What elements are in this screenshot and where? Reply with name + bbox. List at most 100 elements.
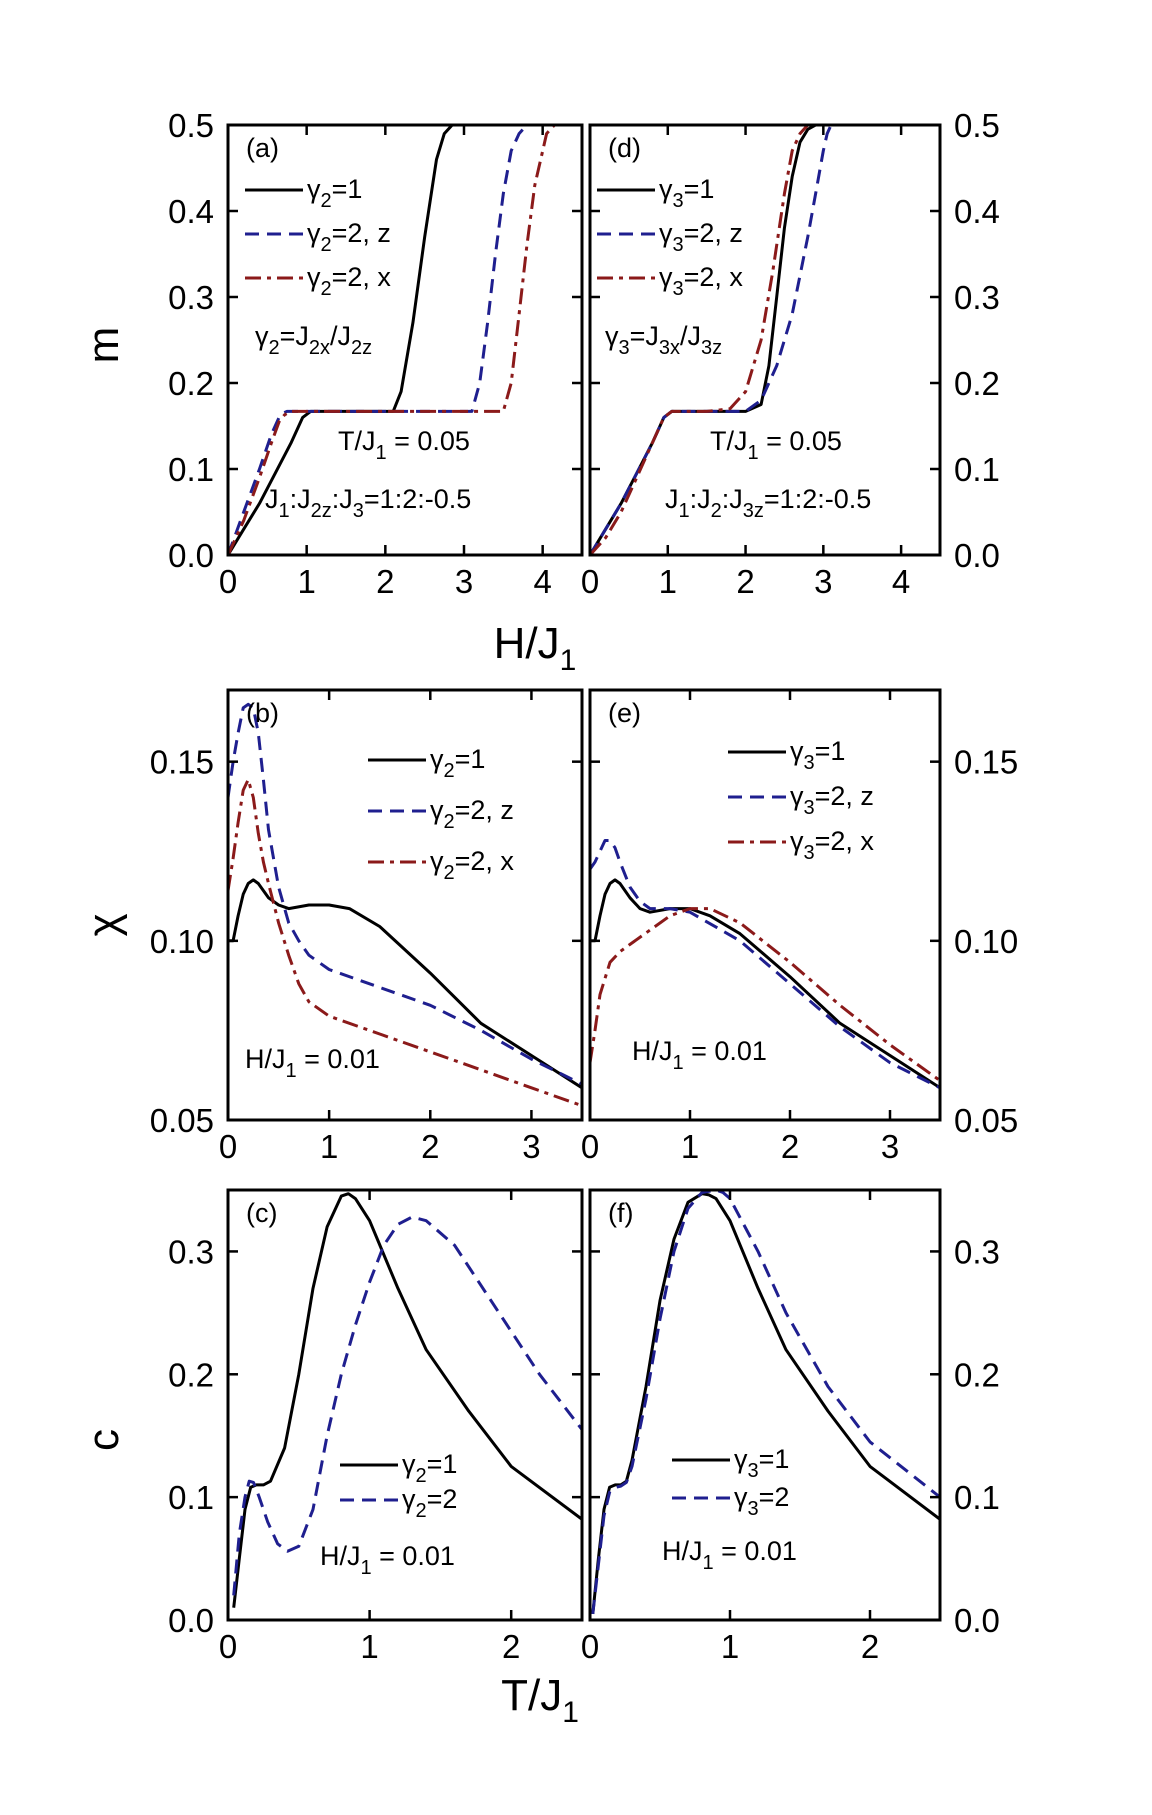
y-tick-label-d-5: 0.5 <box>954 107 1000 144</box>
annotation-ratio-d: J1:J2:J3z=1:2:-0.5 <box>665 484 871 522</box>
x-tick-label-f-1: 1 <box>721 1628 739 1665</box>
y-tick-label-c-0: 0.0 <box>168 1602 214 1639</box>
y-tick-label-f-3: 0.3 <box>954 1233 1000 1270</box>
y-tick-label-f-2: 0.2 <box>954 1356 1000 1393</box>
legend-label-a-3: γ2=2, x <box>307 262 391 300</box>
series-line-a-3 <box>228 123 582 555</box>
y-tick-label-d-4: 0.4 <box>954 193 1000 230</box>
x-tick-label-d-1: 1 <box>659 563 677 600</box>
legend-label-f-2: γ3=2 <box>734 1482 789 1520</box>
annotation-temperature-d: T/J1 = 0.05 <box>710 426 842 464</box>
y-tick-label-d-2: 0.2 <box>954 365 1000 402</box>
series-line-b-3 <box>228 778 582 1108</box>
x-tick-label-a-0: 0 <box>219 563 237 600</box>
annotation-field-c: H/J1 = 0.01 <box>320 1541 455 1579</box>
annotation-ratio-a: J1:J2z:J3=1:2:-0.5 <box>265 484 471 522</box>
x-tick-label-a-3: 3 <box>455 563 473 600</box>
plot-frame-c <box>226 1188 584 1622</box>
y-tick-label-c-3: 0.3 <box>168 1233 214 1270</box>
panel-label-c: (c) <box>246 1198 277 1228</box>
x-tick-label-d-3: 3 <box>814 563 832 600</box>
panel-c: 0 1 2 0.0 0.1 0.2 0.3 (c) γ2=1γ2=2 H/J1 = 0.01 <box>168 1188 584 1665</box>
x-tick-label-b-2: 2 <box>421 1128 439 1165</box>
panel-d: 0 1 2 3 4 0.0 0.1 0.2 0.3 0.4 0.5 (d) γ3=1 γ3=2, z γ3=… <box>581 107 1000 600</box>
x-tick-label-e-0: 0 <box>581 1128 599 1165</box>
legend-label-e-3: γ3=2, x <box>790 826 874 864</box>
x-tick-label-d-0: 0 <box>581 563 599 600</box>
y-tick-label-a-2: 0.2 <box>168 365 214 402</box>
legend-label-c-2: γ2=2 <box>402 1484 457 1522</box>
y-tick-label-a-1: 0.1 <box>168 451 214 488</box>
panel-label-e: (e) <box>608 698 641 728</box>
series-line-e-3 <box>590 907 940 1082</box>
series-line-e-2 <box>590 839 940 1090</box>
x-tick-label-b-3: 3 <box>522 1128 540 1165</box>
series-line-c-1 <box>232 1192 582 1608</box>
plot-frame-f <box>588 1188 942 1622</box>
legend-label-e-1: γ3=1 <box>790 736 845 774</box>
x-axis-title-temperature: T/J1 <box>501 1671 579 1729</box>
x-tick-label-e-1: 1 <box>681 1128 699 1165</box>
legend-label-b-3: γ2=2, x <box>430 846 514 884</box>
y-axis-title-c: c <box>79 1429 128 1451</box>
legend-label-a-1: γ2=1 <box>307 174 362 212</box>
y-tick-label-a-4: 0.4 <box>168 193 214 230</box>
panel-label-f: (f) <box>608 1198 633 1228</box>
y-tick-label-a-5: 0.5 <box>168 107 214 144</box>
series-line-c-2 <box>232 1215 582 1596</box>
x-tick-label-b-1: 1 <box>320 1128 338 1165</box>
y-tick-label-f-1: 0.1 <box>954 1479 1000 1516</box>
series-line-b-2 <box>228 702 582 1086</box>
legend-label-d-3: γ3=2, x <box>659 262 743 300</box>
panel-label-a: (a) <box>246 133 279 163</box>
y-tick-label-e-0: 0.05 <box>954 1102 1018 1139</box>
panel-a: 0 1 2 3 4 0.0 0.1 0.2 0.3 0.4 0.5 (a) γ2=1 γ2=2, z γ2=… <box>168 107 584 600</box>
panel-e: 0 1 2 3 0.05 0.10 0.15 (e) γ3=1 γ3=2, z γ3=2, x H/J… <box>581 688 1018 1165</box>
annotation-relation-a: γ2=J2x/J2z <box>255 321 372 359</box>
x-axis-title-field: H/J1 <box>494 619 577 677</box>
panel-label-d: (d) <box>608 133 641 163</box>
x-tick-label-d-2: 2 <box>736 563 754 600</box>
y-tick-label-f-0: 0.0 <box>954 1602 1000 1639</box>
panel-f: 0 1 2 0.0 0.1 0.2 0.3 (f) γ3=1γ3=2 H/J1 = 0.01 <box>581 1188 1000 1665</box>
x-tick-label-e-2: 2 <box>781 1128 799 1165</box>
x-tick-label-a-4: 4 <box>533 563 551 600</box>
legend-label-d-2: γ3=2, z <box>659 218 743 256</box>
y-tick-label-a-3: 0.3 <box>168 279 214 316</box>
x-tick-label-c-2: 2 <box>502 1628 520 1665</box>
x-tick-label-f-0: 0 <box>581 1628 599 1665</box>
legend-label-d-1: γ3=1 <box>659 174 714 212</box>
y-tick-label-d-1: 0.1 <box>954 451 1000 488</box>
plot-frame-e <box>588 688 942 1122</box>
plot-frame-b <box>226 688 584 1122</box>
x-tick-label-a-1: 1 <box>297 563 315 600</box>
y-tick-label-c-2: 0.2 <box>168 1356 214 1393</box>
panels: 0 1 2 3 4 0.0 0.1 0.2 0.3 0.4 0.5 (a) γ2=1 γ2=2, z γ2=… <box>150 107 1018 1665</box>
annotation-field-b: H/J1 = 0.01 <box>245 1044 380 1082</box>
plot-frame-d <box>588 123 942 557</box>
y-tick-label-d-3: 0.3 <box>954 279 1000 316</box>
panel-b: 0 1 2 3 0.05 0.10 0.15 (b) γ2=1 γ2=2, z γ2=2, x H/J… <box>150 688 584 1165</box>
x-tick-label-c-0: 0 <box>219 1628 237 1665</box>
y-axis-title-m: m <box>79 327 128 364</box>
y-tick-label-b-0: 0.05 <box>150 1102 214 1139</box>
x-tick-label-a-2: 2 <box>376 563 394 600</box>
x-tick-label-e-3: 3 <box>881 1128 899 1165</box>
plot-frame-a <box>226 123 584 557</box>
annotation-temperature-a: T/J1 = 0.05 <box>338 426 470 464</box>
legend-label-a-2: γ2=2, z <box>307 218 391 256</box>
x-tick-label-d-4: 4 <box>892 563 910 600</box>
legend-label-b-1: γ2=1 <box>430 744 485 782</box>
series-line-f-1 <box>591 1192 940 1615</box>
y-tick-label-b-2: 0.15 <box>150 744 214 781</box>
legend-label-f-1: γ3=1 <box>734 1444 789 1482</box>
series-line-d-2 <box>590 124 833 555</box>
series-line-e-1 <box>590 878 940 1090</box>
y-tick-label-e-2: 0.15 <box>954 744 1018 781</box>
y-tick-label-e-1: 0.10 <box>954 923 1018 960</box>
legend-label-b-2: γ2=2, z <box>430 795 514 833</box>
y-tick-label-c-1: 0.1 <box>168 1479 214 1516</box>
legend-label-e-2: γ3=2, z <box>790 781 874 819</box>
x-tick-label-f-2: 2 <box>861 1628 879 1665</box>
x-tick-label-c-1: 1 <box>360 1628 378 1665</box>
